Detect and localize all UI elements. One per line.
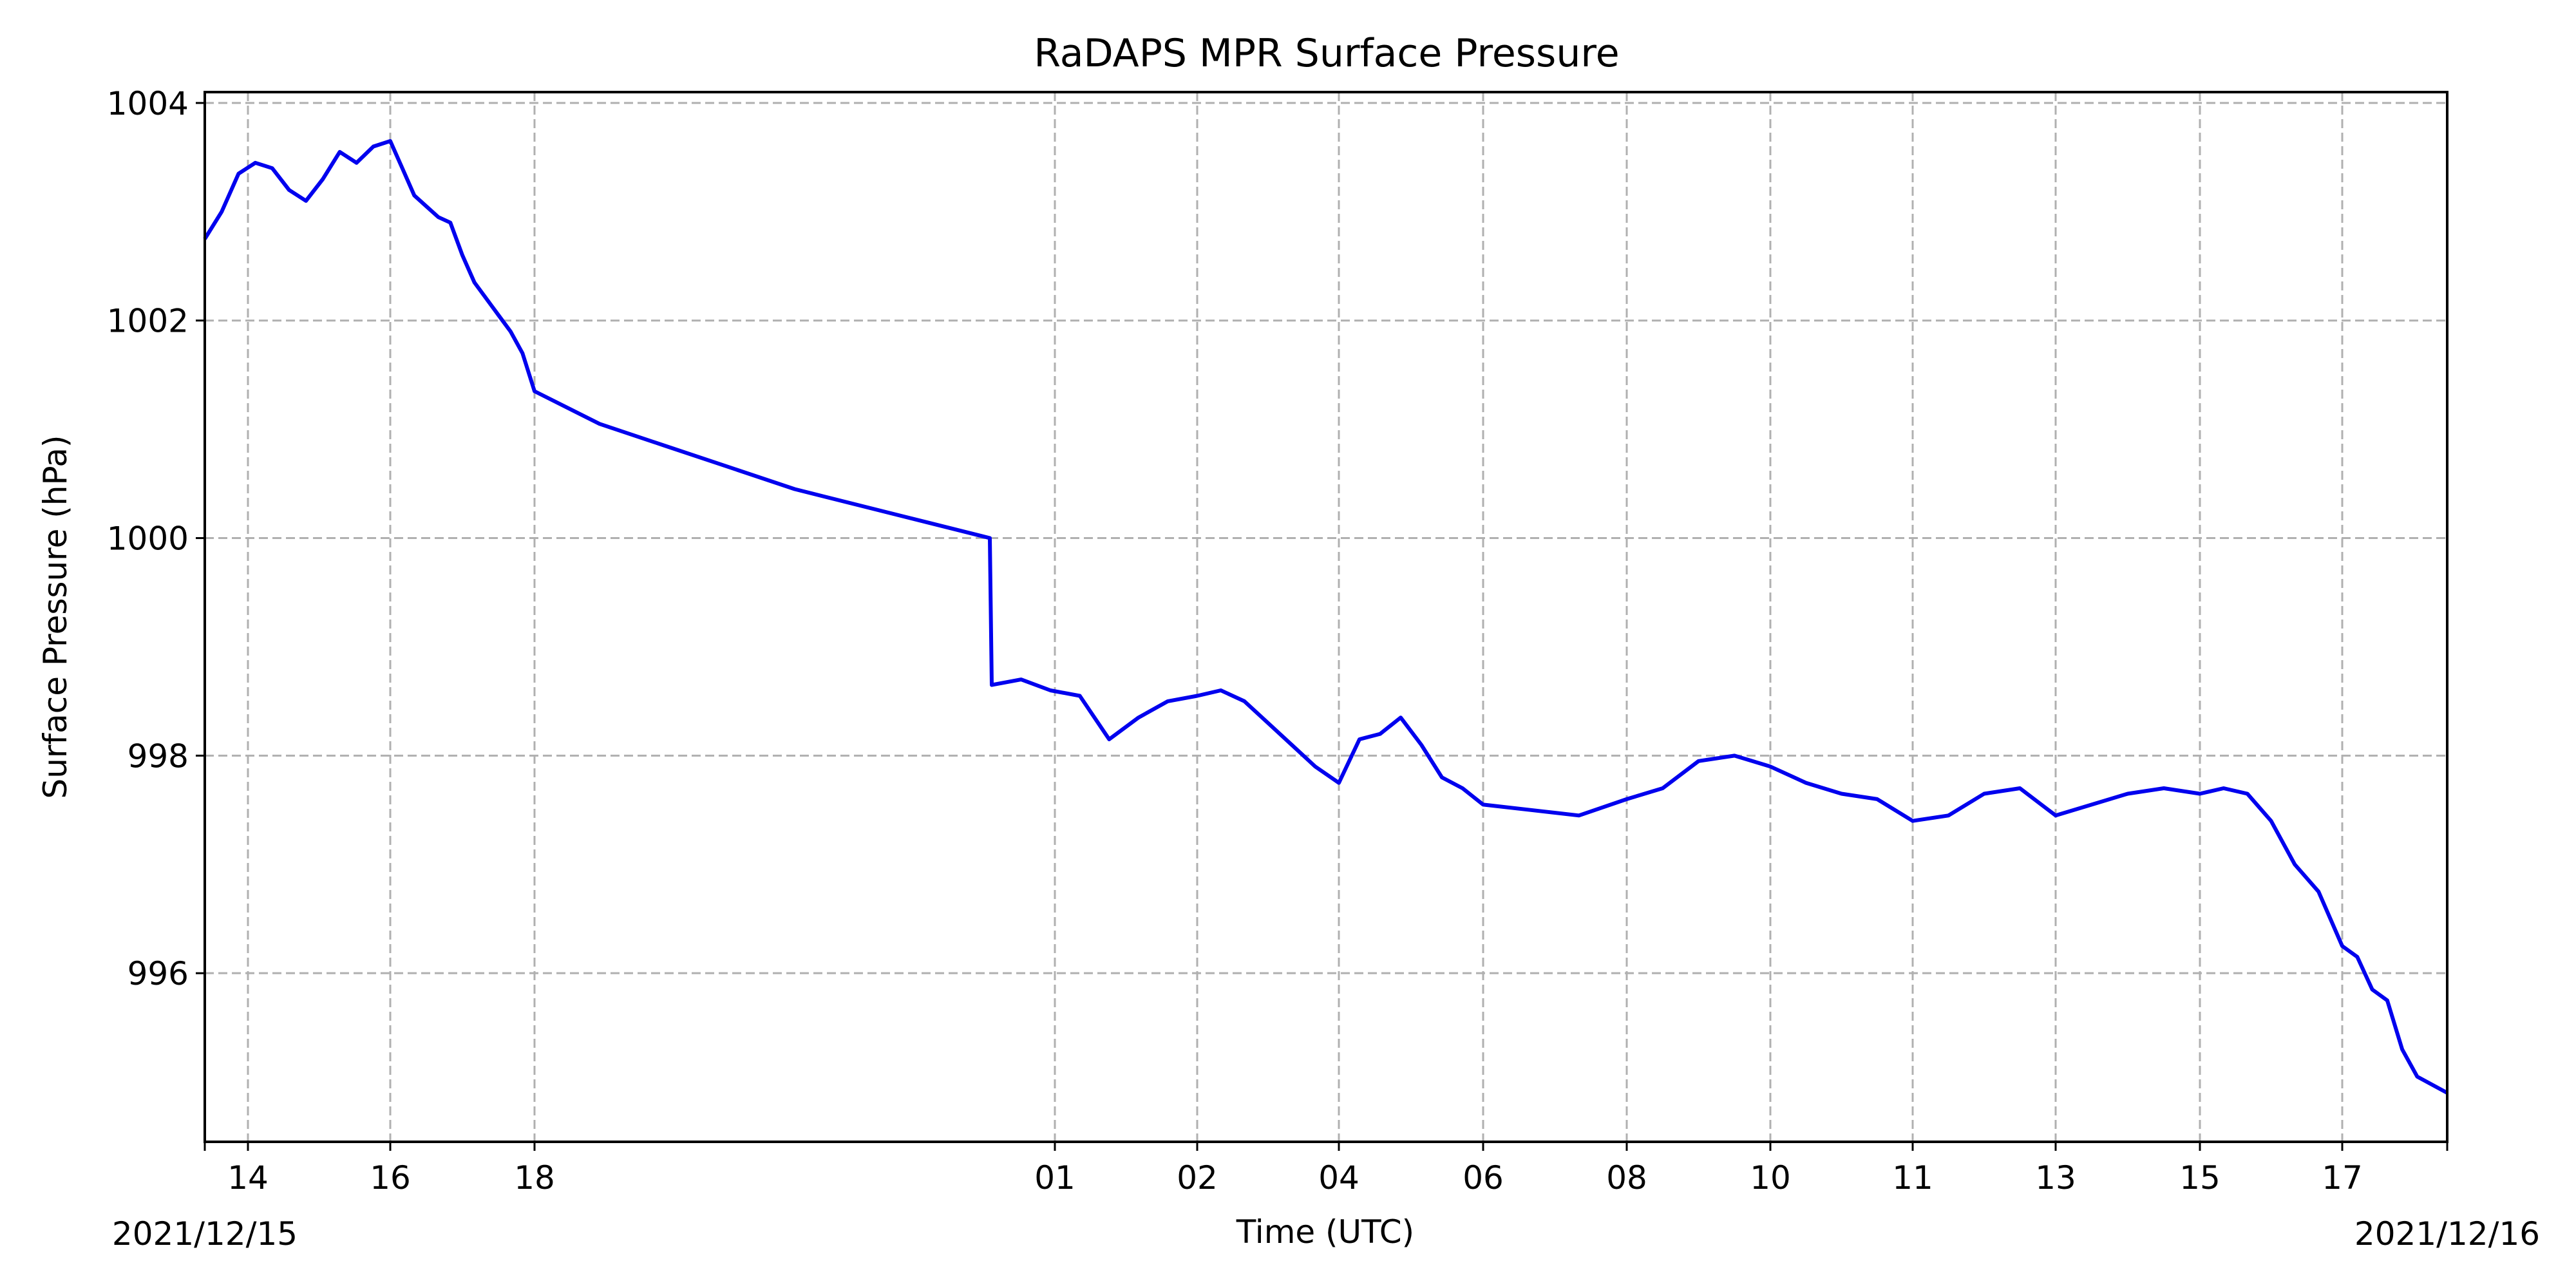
x-tick-label-16: 16 bbox=[370, 1159, 411, 1197]
x-axis-label: Time (UTC) bbox=[1236, 1213, 1414, 1251]
x-tick-label-11: 11 bbox=[1892, 1159, 1933, 1197]
x-tick-label-18: 18 bbox=[514, 1159, 555, 1197]
x-tick-label-02: 02 bbox=[1177, 1159, 1218, 1197]
x-tick-label-10: 10 bbox=[1750, 1159, 1791, 1197]
y-tick-label-1002: 1002 bbox=[107, 303, 189, 340]
x-tick-label-13: 13 bbox=[2035, 1159, 2076, 1197]
end-date-label: 2021/12/16 bbox=[2354, 1215, 2540, 1253]
chart-title: RaDAPS MPR Surface Pressure bbox=[1034, 31, 1619, 76]
x-tick-label-01: 01 bbox=[1034, 1159, 1075, 1197]
x-tick-label-15: 15 bbox=[2179, 1159, 2221, 1197]
y-axis: 996 998 1000 1002 1004 bbox=[107, 85, 205, 992]
y-tick-label-998: 998 bbox=[128, 737, 189, 775]
plot-area-frame bbox=[204, 91, 2448, 1143]
start-date-label: 2021/12/15 bbox=[112, 1215, 298, 1253]
x-tick-label-04: 04 bbox=[1318, 1159, 1359, 1197]
x-tick-label-06: 06 bbox=[1463, 1159, 1504, 1197]
x-axis: 14 16 18 01 02 04 06 08 10 11 13 15 17 bbox=[204, 1142, 2448, 1197]
y-tick-label-1004: 1004 bbox=[107, 85, 189, 122]
series-layer bbox=[203, 139, 2448, 1095]
x-tick-label-14: 14 bbox=[227, 1159, 269, 1197]
series-line-0 bbox=[203, 139, 2448, 1095]
y-tick-label-996: 996 bbox=[128, 955, 189, 992]
x-tick-label-08: 08 bbox=[1606, 1159, 1647, 1197]
grid-layer bbox=[205, 92, 2447, 1142]
x-tick-label-17: 17 bbox=[2322, 1159, 2363, 1197]
y-tick-label-1000: 1000 bbox=[107, 520, 189, 558]
y-axis-label: Surface Pressure (hPa) bbox=[37, 435, 74, 799]
